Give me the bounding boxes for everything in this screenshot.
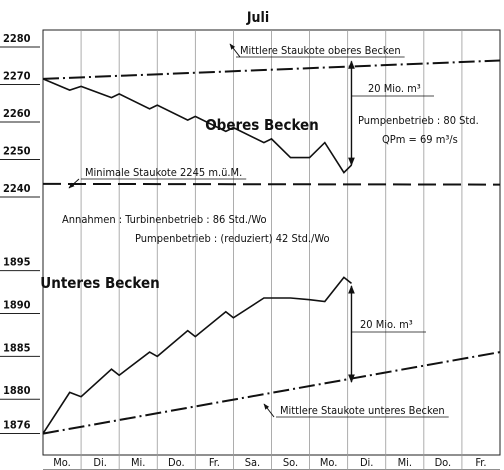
y-tick-label: 2260 xyxy=(3,107,31,120)
series-pointer xyxy=(68,178,80,189)
x-tick-label: Fr. xyxy=(209,456,220,469)
y-tick-label: 1895 xyxy=(3,256,31,269)
chart-title: Juli xyxy=(246,10,269,26)
annotation: Pumpenbetrieb : 80 Std. xyxy=(358,114,479,127)
x-tick-label: Mi. xyxy=(398,456,412,469)
series-line xyxy=(42,59,501,80)
series-line xyxy=(42,182,501,186)
annotation: 20 Mio. m³ xyxy=(368,82,421,95)
series-label: Mittlere Staukote unteres Becken xyxy=(280,404,445,417)
series-line xyxy=(42,276,352,435)
series-label: Minimale Staukote 2245 m.ü.M. xyxy=(85,166,242,179)
y-tick-label: 1885 xyxy=(3,341,31,354)
annotation: Pumpenbetrieb : (reduziert) 42 Std./Wo xyxy=(135,232,330,245)
y-tick-label: 2280 xyxy=(3,32,31,45)
x-tick-label: Do. xyxy=(435,456,452,469)
y-tick-label: 2270 xyxy=(3,70,31,83)
series-label: Mittlere Staukote oberes Becken xyxy=(240,44,401,57)
x-tick-label: Di. xyxy=(93,456,107,469)
annotation: QPm = 69 m³/s xyxy=(382,133,458,146)
x-tick-label: So. xyxy=(283,456,298,469)
annotation: 20 Mio. m³ xyxy=(360,318,413,331)
annotation: Annahmen : Turbinenbetrieb : 86 Std./Wo xyxy=(62,213,267,226)
x-tick-label: Mo. xyxy=(320,456,338,469)
x-tick-label: Di. xyxy=(360,456,374,469)
y-tick-label: 1880 xyxy=(3,384,31,397)
series-pointer xyxy=(229,43,241,58)
series-line xyxy=(42,78,353,174)
panel-label: Oberes Becken xyxy=(205,116,319,134)
panel-label: Unteres Becken xyxy=(40,274,160,292)
x-tick-label: Fr. xyxy=(475,456,486,469)
x-tick-label: Mi. xyxy=(131,456,145,469)
series-pointer xyxy=(263,403,275,418)
y-tick-label: 2240 xyxy=(3,182,31,195)
y-tick-label: 1890 xyxy=(3,298,31,311)
x-tick-label: Do. xyxy=(168,456,185,469)
x-tick-label: Sa. xyxy=(245,456,261,469)
x-tick-label: Mo. xyxy=(53,456,71,469)
y-tick-label: 2250 xyxy=(3,145,31,158)
y-tick-label: 1876 xyxy=(3,419,31,432)
